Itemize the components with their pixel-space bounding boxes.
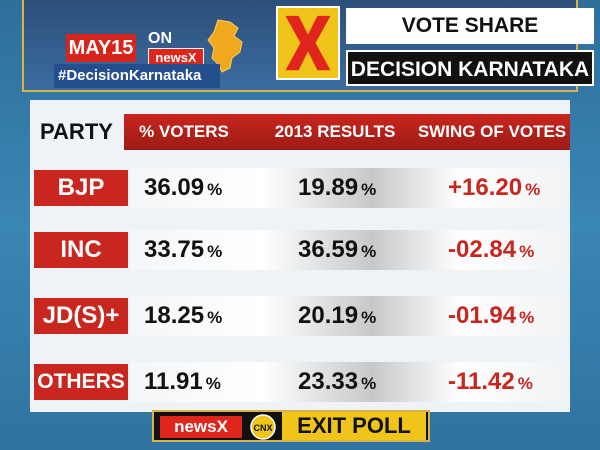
percent-sign: % — [205, 374, 221, 393]
main-title: VOTE SHARE PREDICTION — [346, 8, 594, 73]
row-background — [130, 168, 570, 208]
sub-title: DECISION KARNATAKA — [346, 50, 594, 86]
percent-sign: % — [207, 180, 223, 199]
party-name: OTHERS — [34, 364, 128, 400]
x-icon — [285, 15, 331, 71]
percent-sign: % — [361, 374, 377, 393]
header-swing: SWING OF VOTES — [417, 122, 567, 141]
hashtag-label: #DecisionKarnataka — [54, 64, 220, 88]
swing-value: -02.84% — [448, 230, 534, 270]
results-2013-number: 19.89 — [298, 174, 359, 201]
swing-value: -11.42% — [448, 362, 533, 402]
footer-strip: newsX CNX EXIT POLL — [152, 410, 430, 442]
row-background — [130, 362, 570, 402]
swing-value: +16.20% — [448, 168, 540, 208]
percent-sign: % — [519, 242, 535, 261]
results-2013-number: 20.19 — [298, 302, 359, 329]
table-row: OTHERS 11.91% 23.33% -11.42% — [30, 362, 570, 402]
table-row: JD(S)+ 18.25% 20.19% -01.94% — [30, 296, 570, 336]
karnataka-map-icon — [207, 19, 243, 73]
voters-value: 36.09% — [144, 168, 222, 208]
header-party: PARTY — [40, 119, 113, 144]
table-header: PARTY % VOTERS 2013 RESULTS SWING OF VOT… — [30, 114, 570, 150]
voters-number: 18.25 — [144, 302, 205, 329]
percent-sign: % — [519, 308, 535, 327]
exit-poll-label: EXIT POLL — [282, 412, 426, 440]
row-background — [130, 296, 570, 336]
party-name: BJP — [34, 170, 128, 206]
header-bar: % VOTERS 2013 RESULTS SWING OF VOTES — [124, 114, 570, 150]
voters-value: 33.75% — [144, 230, 222, 270]
promo-block: MAY15 ON newsX — [54, 10, 250, 86]
vote-share-table: PARTY % VOTERS 2013 RESULTS SWING OF VOT… — [30, 100, 570, 412]
voters-number: 33.75 — [144, 236, 205, 263]
percent-sign: % — [361, 180, 377, 199]
voters-number: 36.09 — [144, 174, 205, 201]
table-row: INC 33.75% 36.59% -02.84% — [30, 230, 570, 270]
date-badge: MAY15 — [66, 34, 136, 62]
voters-number: 11.91 — [144, 368, 203, 395]
results-2013-value: 19.89% — [298, 168, 376, 208]
on-label: ON — [148, 30, 172, 47]
percent-sign: % — [207, 308, 223, 327]
channel-x-logo — [276, 6, 340, 80]
header-voters: % VOTERS — [139, 122, 229, 141]
percent-sign: % — [361, 242, 377, 261]
results-2013-value: 23.33% — [298, 362, 376, 402]
results-2013-value: 20.19% — [298, 296, 376, 336]
results-2013-number: 23.33 — [298, 368, 359, 395]
results-2013-value: 36.59% — [298, 230, 376, 270]
percent-sign: % — [525, 180, 541, 199]
cnx-logo-icon: CNX — [250, 414, 276, 440]
swing-number: -01.94 — [448, 302, 517, 329]
percent-sign: % — [361, 308, 377, 327]
party-name: JD(S)+ — [34, 298, 128, 334]
row-background — [130, 230, 570, 270]
voters-value: 18.25% — [144, 296, 222, 336]
swing-number: -11.42 — [448, 368, 515, 395]
percent-sign: % — [207, 242, 223, 261]
cnx-text: CNX — [253, 423, 272, 433]
results-2013-number: 36.59 — [298, 236, 359, 263]
header-2013-results: 2013 RESULTS — [274, 122, 396, 141]
party-name: INC — [34, 232, 128, 268]
channel-logo: newsX — [160, 416, 242, 438]
swing-value: -01.94% — [448, 296, 534, 336]
swing-number: -02.84 — [448, 236, 517, 263]
swing-number: +16.20 — [448, 174, 523, 201]
voters-value: 11.91% — [144, 362, 221, 402]
header-banner: MAY15 ON newsX #DecisionKarnataka VOTE S… — [22, 0, 594, 92]
table-row: BJP 36.09% 19.89% +16.20% — [30, 168, 570, 208]
percent-sign: % — [517, 374, 533, 393]
